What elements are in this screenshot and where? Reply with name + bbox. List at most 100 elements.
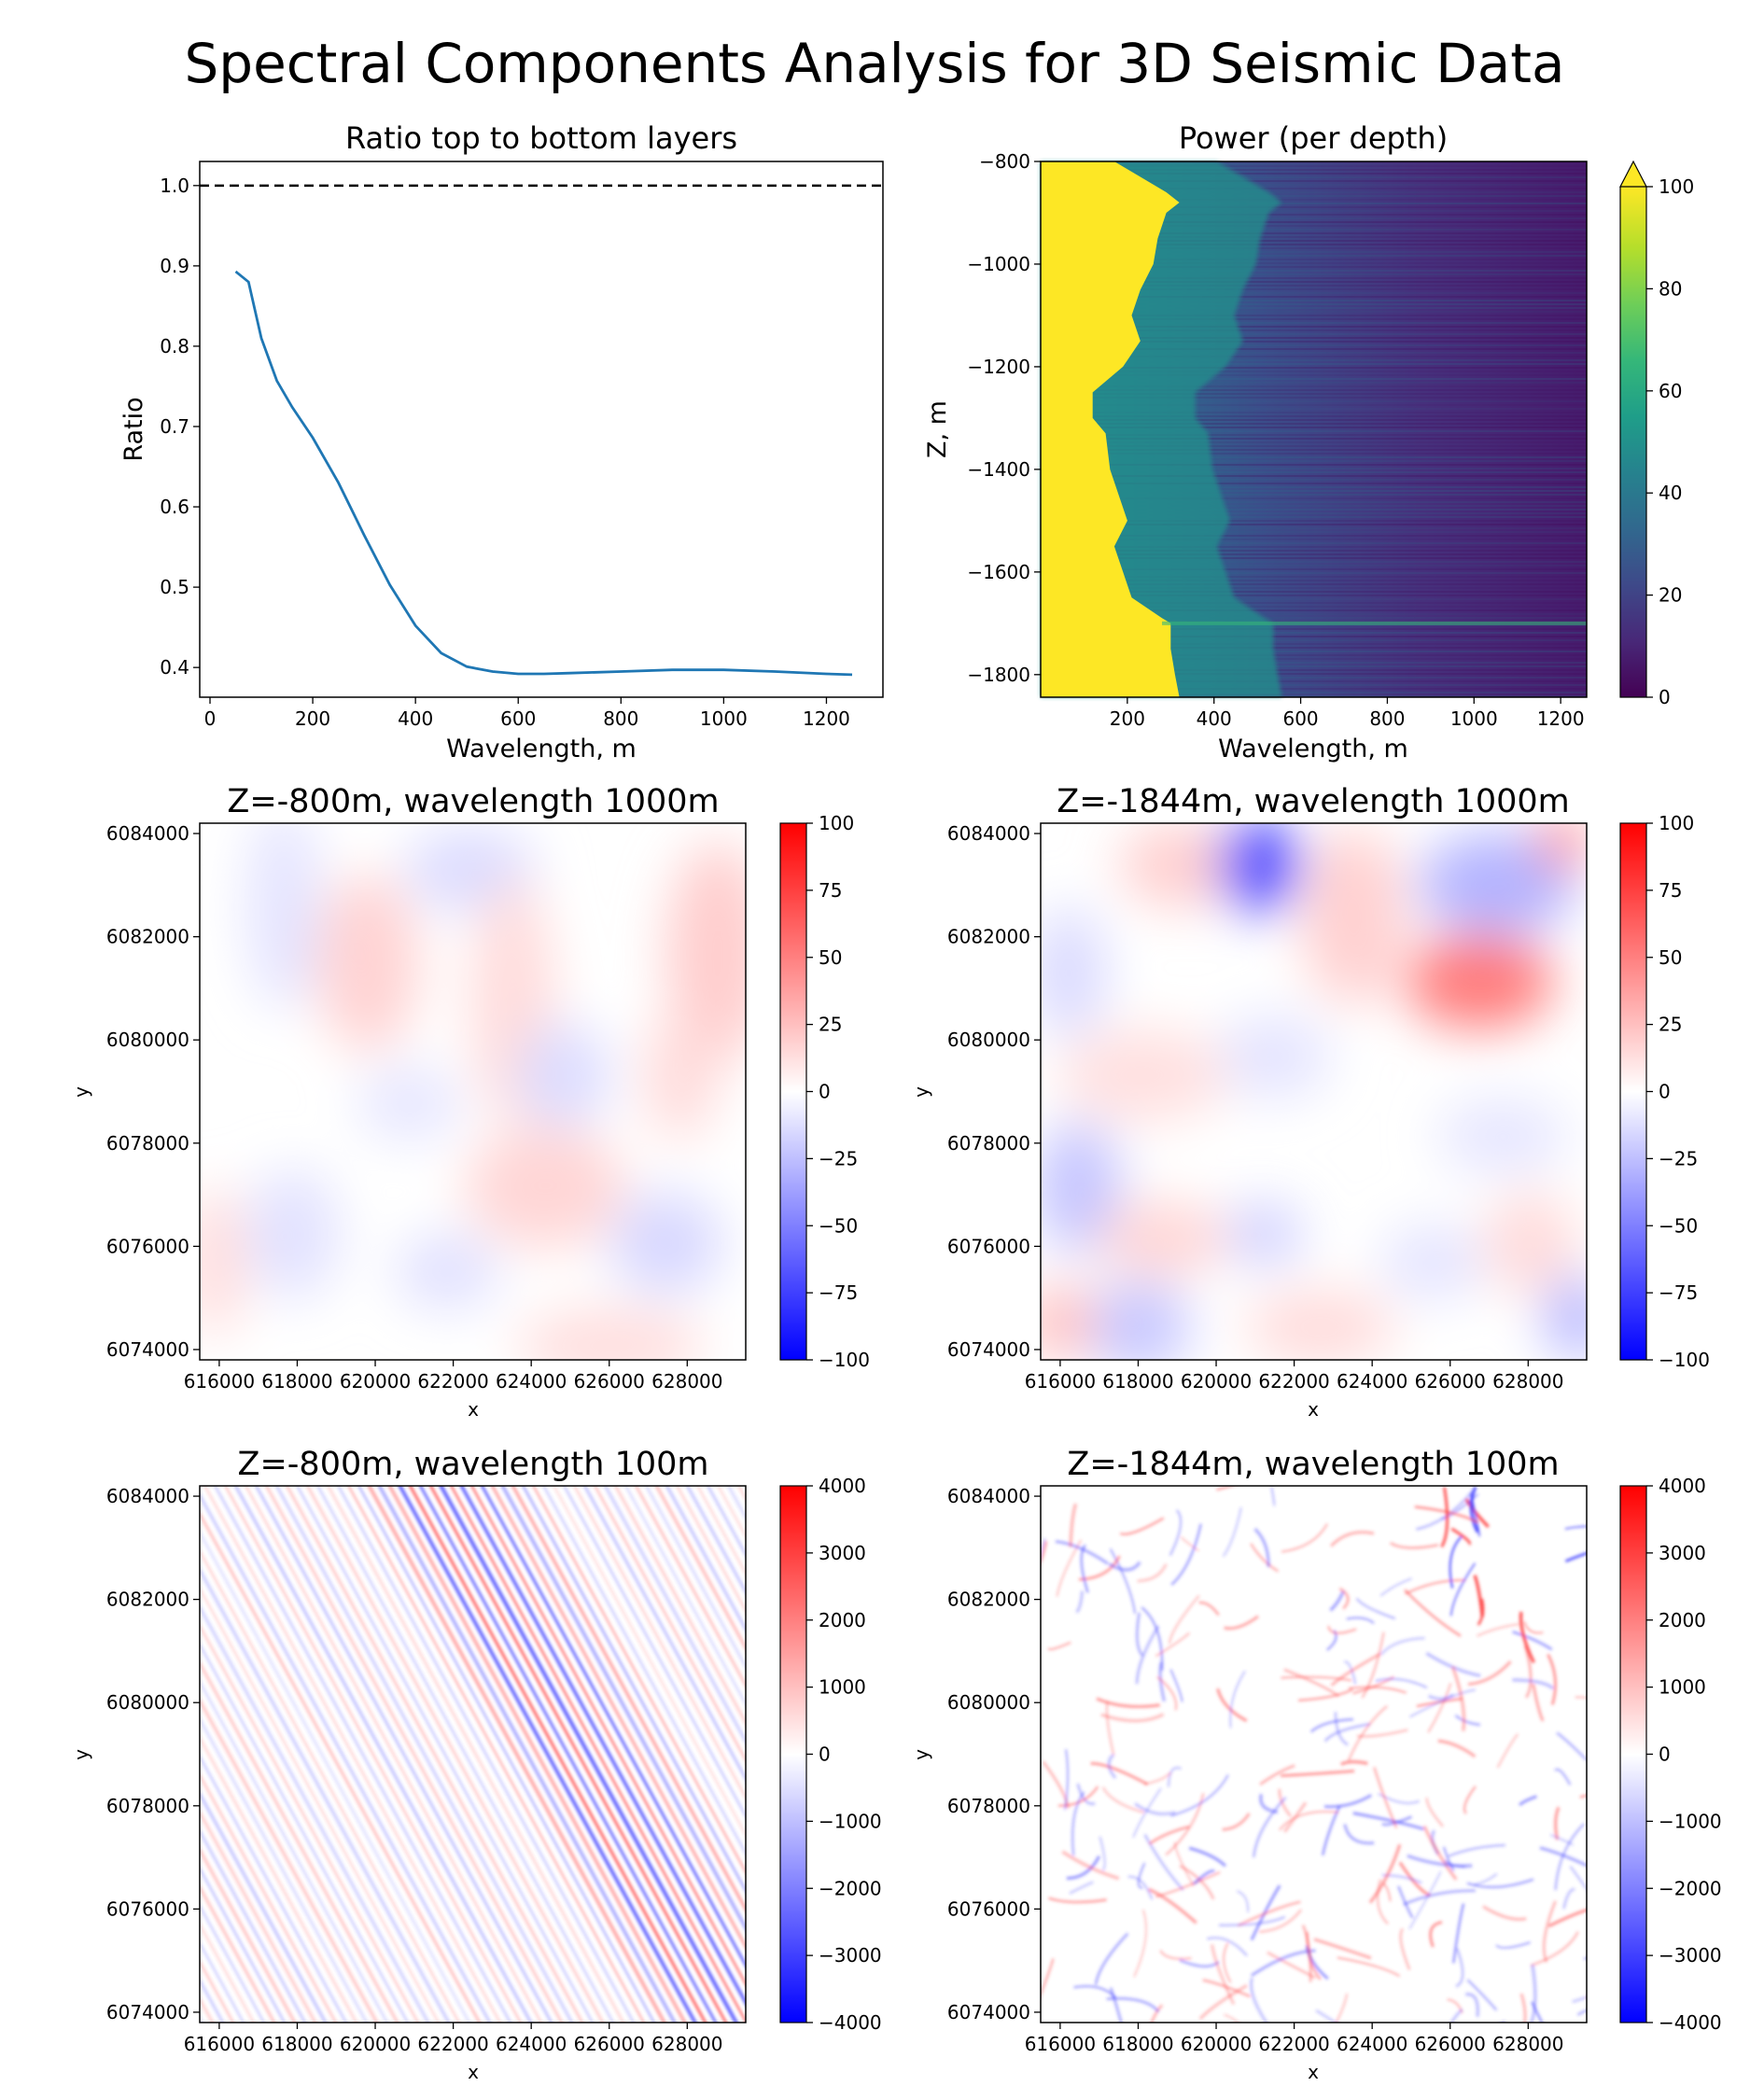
striation [1041,419,1587,421]
seismic-texture-stroke [1158,1661,1166,1702]
striation [1041,303,1587,305]
x-tick-label: 624000 [496,2033,567,2055]
x-tick-label: 400 [1197,707,1232,730]
striation [1041,191,1587,193]
colorbar-tick-label: 0 [819,1081,831,1103]
striation [1041,695,1587,697]
seismic-stripe [367,1486,666,2023]
seismic-texture-stroke [1135,1612,1144,1657]
striation [1041,665,1587,667]
y-tick-label: 6078000 [106,1132,189,1155]
slice-800-1000-xlabel: x [468,1398,479,1421]
seismic-stripe [459,1486,746,2007]
seismic-stripe [200,1530,471,2023]
x-tick-label: 628000 [1492,2033,1563,2055]
seismic-texture-stroke [1174,1841,1195,1887]
y-tick-label: 6084000 [947,1485,1030,1507]
seismic-texture-stroke [1530,1931,1579,1967]
striation [1041,210,1587,212]
seismic-stripe [480,1486,746,1968]
seismic-stripe [593,1486,746,1763]
seismic-stripe [285,1486,584,2023]
seismic-texture-stroke [1134,1802,1176,1816]
seismic-stripe [200,1846,297,2023]
slice-1844-1000-xlabel: x [1308,1398,1319,1421]
seismic-texture-stroke [1452,1903,1465,1964]
colorbar-tick-label: 0 [819,1743,831,1766]
x-tick-label: 0 [204,707,217,730]
colorbar-tick-label: 100 [1659,175,1694,198]
striation [1041,393,1587,395]
striation [1041,479,1587,481]
striation [1041,542,1587,544]
striation [1041,456,1587,458]
striation [1041,464,1587,466]
striation [1041,505,1587,507]
seismic-texture-stroke [1150,2004,1164,2023]
colorbar-tick-label: 1000 [1659,1676,1706,1699]
striation [1041,240,1587,242]
seismic-texture-stroke [1216,1486,1235,1491]
x-tick-label: 616000 [184,2033,255,2055]
colorbar-tick-label: 50 [819,946,842,969]
seismic-stripe [347,1486,645,2023]
striation [1041,161,1587,163]
seismic-texture-stroke [1398,1861,1431,1897]
striation [1041,371,1587,372]
striation [1041,572,1587,574]
seismic-texture-stroke [1224,1615,1259,1631]
seismic-texture-stroke [1519,1795,1537,1807]
seismic-texture-stroke [1337,1956,1400,1977]
colorbar-tick-label: −4000 [1659,2011,1722,2034]
seismic-texture-stroke [1361,1631,1385,1699]
seismic-stripe [200,1754,348,2023]
seismic-texture-stroke [1119,1517,1165,1535]
y-tick-label: 6082000 [106,926,189,948]
seismic-stripe [439,1486,739,2023]
striation [1041,486,1587,488]
striation [1041,352,1587,354]
seismic-texture-stroke [1168,1594,1200,1645]
striation [1041,688,1587,690]
seismic-stripe [377,1486,677,2023]
striation [1041,557,1587,559]
y-tick-label: 6078000 [947,1132,1030,1155]
striation [1041,568,1587,570]
seismic-texture-stroke [1454,1714,1481,1727]
seismic-texture-stroke [1397,1885,1414,1919]
seismic-stripe [200,1510,482,2023]
seismic-texture-stroke [1063,1749,1070,1811]
colorbar-tick-label: −75 [1659,1281,1698,1304]
seismic-stripe [200,1679,389,2023]
colorbar-tick-label: −75 [819,1281,858,1304]
seismic-texture-stroke [1327,1625,1357,1634]
seismic-stripe [264,1486,564,2023]
seismic-texture-stroke [1281,1675,1352,1682]
colorbar-tick-label: −25 [1659,1147,1698,1169]
seismic-stripe [200,1734,358,2023]
ratio-chart-title: Ratio top to bottom layers [345,120,737,156]
seismic-texture-stroke [1564,1551,1587,1563]
colorbar-tick-label: 2000 [1659,1609,1706,1631]
seismic-texture-stroke [1202,1979,1251,1998]
striation [1041,300,1587,301]
y-tick-label: 6084000 [106,1485,189,1507]
striation [1041,654,1587,656]
seismic-stripe [200,1697,379,2023]
seismic-texture-stroke [1529,1964,1537,2023]
power-colorbar-ticks: 0 20 40 60 80 100 [1646,175,1694,708]
y-tick-label: 6084000 [106,822,189,845]
slice-1844-100-colorbar: −4000 −3000 −2000 −1000 0 1000 2000 3000 4000 [1619,1475,1722,2034]
seismic-stripe [200,1716,369,2023]
seismic-texture-stroke [1141,1606,1164,1671]
striation [1041,247,1587,249]
y-tick-label: 6074000 [947,1338,1030,1361]
seismic-texture-stroke [1096,1697,1160,1709]
slice-800-1000-image [200,823,746,1360]
striation [1041,173,1587,175]
power-heatmap [1041,161,1587,697]
striation [1041,318,1587,320]
striation [1041,348,1587,350]
striation [1041,539,1587,540]
